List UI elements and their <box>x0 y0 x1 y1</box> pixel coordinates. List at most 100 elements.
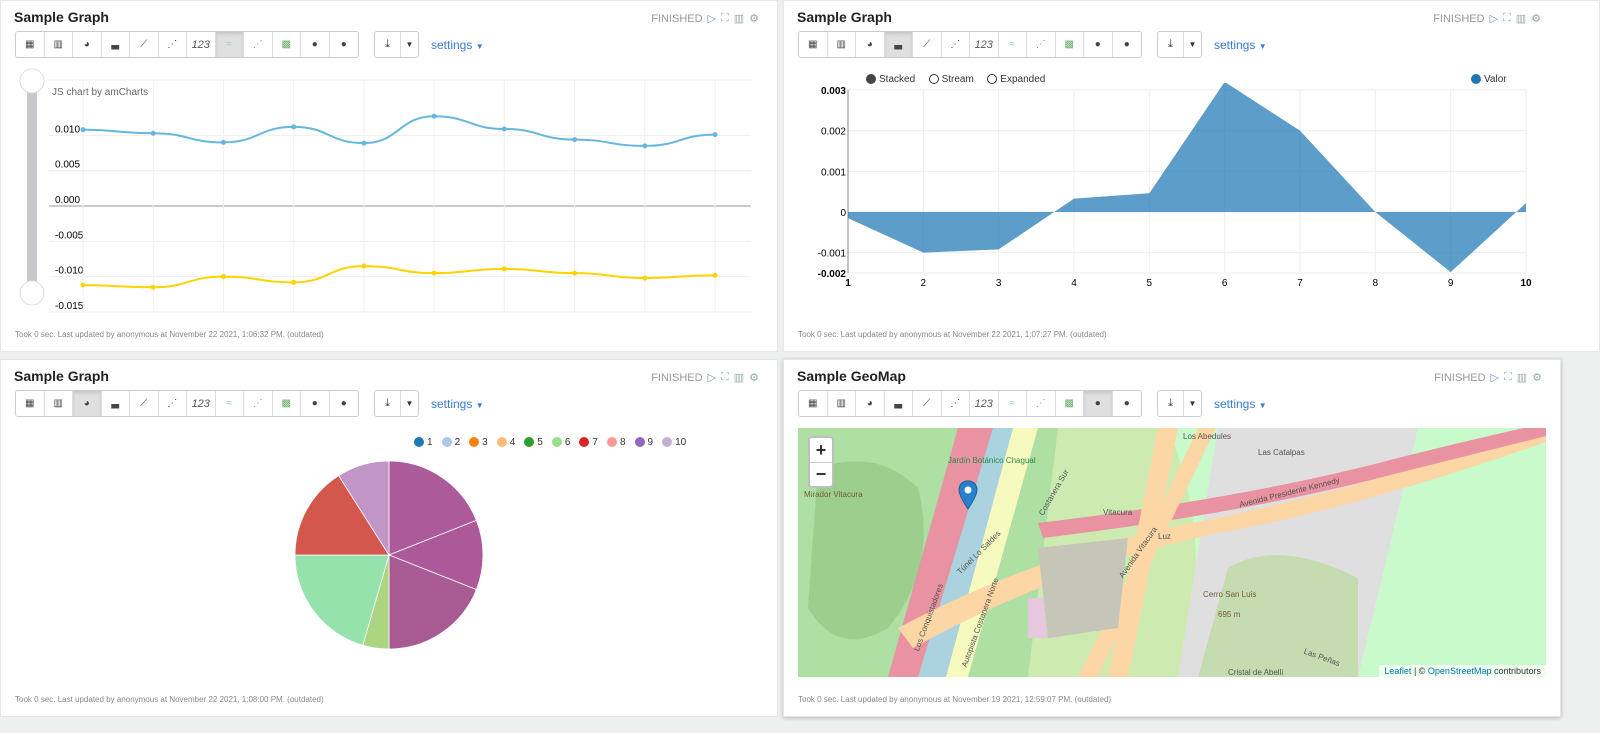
multi-line-button[interactable]: ≈ <box>215 32 244 57</box>
data-point[interactable] <box>291 124 297 130</box>
fullscreen-icon[interactable]: ⛶ <box>1503 12 1511 24</box>
heatmap-button[interactable]: ▩ <box>1055 32 1084 57</box>
data-point[interactable] <box>150 130 156 136</box>
table-button[interactable]: ▦ <box>16 391 45 416</box>
globe-button[interactable]: ● <box>301 391 330 416</box>
legend-item[interactable]: 10 <box>662 437 686 448</box>
data-point[interactable] <box>501 266 507 272</box>
scroll-handle-bottom[interactable] <box>19 280 45 306</box>
osm-link[interactable]: OpenStreetMap <box>1427 666 1492 676</box>
download-dropdown[interactable]: ▼ <box>1183 32 1201 57</box>
run-icon[interactable]: ▷ <box>1490 372 1500 384</box>
pie-slice-6[interactable] <box>294 554 390 646</box>
settings-dropdown[interactable]: settings ▼ <box>431 397 484 411</box>
data-point[interactable] <box>431 113 437 119</box>
area-chart-button[interactable]: ▃ <box>101 32 130 57</box>
download-button[interactable]: ⤓ <box>375 391 400 416</box>
legend-item[interactable]: 7 <box>579 437 598 448</box>
multi-line-button[interactable]: ≈ <box>998 32 1027 57</box>
line-chart-button[interactable]: ⟋ <box>130 32 159 57</box>
scatter-plot-button[interactable]: ⋰ <box>244 32 273 57</box>
legend-item[interactable]: 2 <box>441 437 460 448</box>
bar-chart-button[interactable]: ▥ <box>44 391 73 416</box>
globe-button[interactable]: ● <box>1084 391 1113 416</box>
pie-slice-9b[interactable] <box>387 519 484 591</box>
mode-expanded[interactable]: Expanded <box>987 74 1045 85</box>
globe-alt-button[interactable]: ● <box>1112 32 1141 57</box>
data-point[interactable] <box>712 272 718 278</box>
scatter-plot-button[interactable]: ⋰ <box>244 391 273 416</box>
data-point[interactable] <box>361 263 367 269</box>
globe-button[interactable]: ● <box>1084 32 1113 57</box>
table-button[interactable]: ▦ <box>16 32 45 57</box>
data-point[interactable] <box>361 140 367 146</box>
zoom-in-button[interactable]: + <box>815 439 827 460</box>
globe-alt-button[interactable]: ● <box>329 391 358 416</box>
gear-icon[interactable]: ⚙ <box>1531 13 1541 25</box>
scatter-chart-button[interactable]: ⋰ <box>941 32 970 57</box>
data-point[interactable] <box>572 270 578 276</box>
heatmap-button[interactable]: ▩ <box>1055 391 1084 416</box>
download-button[interactable]: ⤓ <box>1158 32 1183 57</box>
table-button[interactable]: ▦ <box>799 391 828 416</box>
mode-stream[interactable]: Stream <box>928 74 974 85</box>
mode-stacked[interactable]: Stacked <box>866 74 915 85</box>
globe-button[interactable]: ● <box>301 32 330 57</box>
data-point[interactable] <box>220 139 226 145</box>
book-icon[interactable]: ▥ <box>1515 13 1527 25</box>
bar-chart-button[interactable]: ▥ <box>827 391 856 416</box>
pie-chart-button[interactable]: ◕ <box>856 32 885 57</box>
area-chart-button[interactable]: ▃ <box>884 32 913 57</box>
settings-dropdown[interactable]: settings ▼ <box>431 38 484 52</box>
line-chart-button[interactable]: ⟋ <box>913 391 942 416</box>
area-chart-button[interactable]: ▃ <box>884 391 913 416</box>
fullscreen-icon[interactable]: ⛶ <box>1504 371 1512 383</box>
area-chart-button[interactable]: ▃ <box>101 391 130 416</box>
data-point[interactable] <box>220 274 226 280</box>
legend-item-valor[interactable]: Valor <box>1471 74 1507 85</box>
legend-item[interactable]: 4 <box>496 437 515 448</box>
bar-chart-button[interactable]: ▥ <box>44 32 73 57</box>
scatter-chart-button[interactable]: ⋰ <box>941 391 970 416</box>
download-dropdown[interactable]: ▼ <box>400 391 418 416</box>
data-point[interactable] <box>572 137 578 143</box>
legend-item[interactable]: 9 <box>634 437 653 448</box>
legend-item[interactable]: 1 <box>414 437 433 448</box>
data-point[interactable] <box>501 126 507 132</box>
number-button[interactable]: 123 <box>187 32 216 57</box>
data-point[interactable] <box>291 279 297 285</box>
data-point[interactable] <box>642 143 648 149</box>
pie-slice-10[interactable] <box>338 460 390 557</box>
leaflet-link[interactable]: Leaflet <box>1384 666 1412 676</box>
line-chart-button[interactable]: ⟋ <box>913 32 942 57</box>
data-point[interactable] <box>642 275 648 281</box>
number-button[interactable]: 123 <box>970 391 999 416</box>
map-marker-icon[interactable] <box>958 480 978 510</box>
pie-chart-button[interactable]: ◕ <box>73 391 102 416</box>
zoom-out-button[interactable]: − <box>810 462 832 486</box>
fullscreen-icon[interactable]: ⛶ <box>721 12 729 24</box>
area-series-valor[interactable] <box>848 83 1526 273</box>
bar-chart-button[interactable]: ▥ <box>827 32 856 57</box>
heatmap-button[interactable]: ▩ <box>272 32 301 57</box>
run-icon[interactable]: ▷ <box>1489 13 1499 25</box>
gear-icon[interactable]: ⚙ <box>749 372 759 384</box>
data-point[interactable] <box>150 284 156 290</box>
table-button[interactable]: ▦ <box>799 32 828 57</box>
pie-slice-9[interactable] <box>388 460 477 556</box>
scatter-chart-button[interactable]: ⋰ <box>158 391 187 416</box>
data-point[interactable] <box>80 282 86 288</box>
pie-slice-9c[interactable] <box>388 554 477 650</box>
book-icon[interactable]: ▥ <box>1516 372 1528 384</box>
run-icon[interactable]: ▷ <box>707 372 717 384</box>
globe-alt-button[interactable]: ● <box>1112 391 1141 416</box>
data-point[interactable] <box>80 127 86 133</box>
settings-dropdown[interactable]: settings ▼ <box>1214 38 1267 52</box>
pie-chart-button[interactable]: ◕ <box>856 391 885 416</box>
run-icon[interactable]: ▷ <box>707 13 717 25</box>
number-button[interactable]: 123 <box>187 391 216 416</box>
gear-icon[interactable]: ⚙ <box>749 13 759 25</box>
gear-icon[interactable]: ⚙ <box>1532 372 1542 384</box>
scroll-handle-top[interactable] <box>19 68 45 94</box>
heatmap-button[interactable]: ▩ <box>272 391 301 416</box>
